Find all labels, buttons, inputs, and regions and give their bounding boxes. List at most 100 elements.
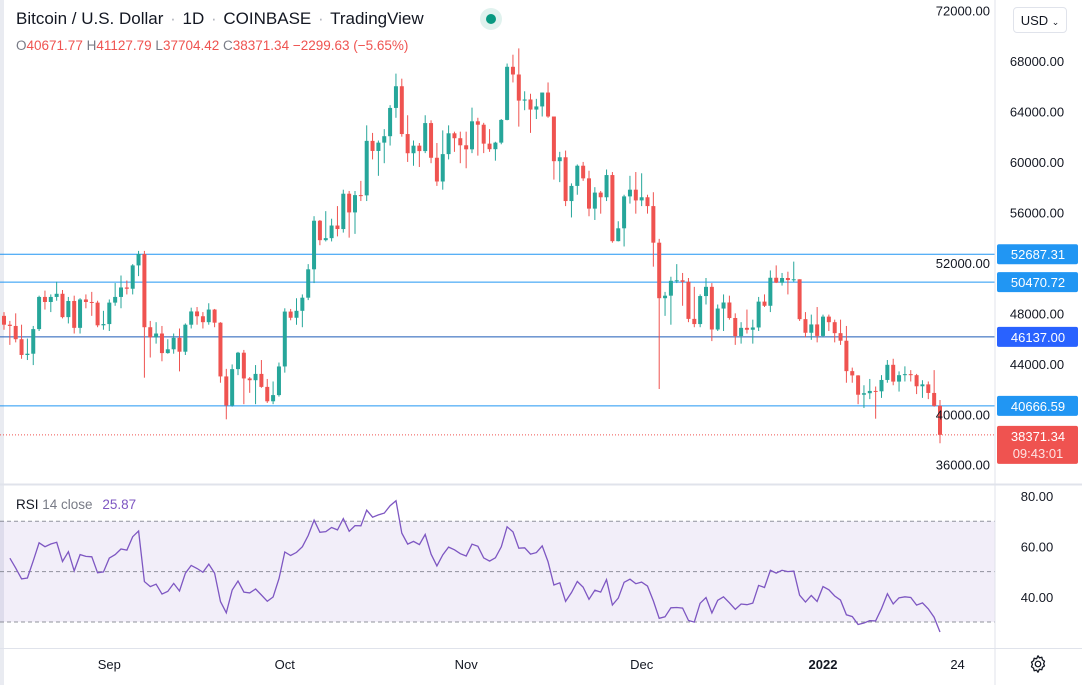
candle-body [37,296,42,330]
candle-body [7,324,12,326]
candle-body [288,311,293,318]
time-tick-label: Oct [275,657,296,672]
candle [867,378,872,400]
currency-select[interactable]: USD ⌄ [1013,7,1067,33]
candle [195,307,200,325]
candle [306,264,311,301]
candle-body [920,384,925,387]
candle [276,362,281,397]
gear-icon[interactable] [1027,653,1049,675]
price-labels: 52687.31 50470.72 46137.00 40666.59 38371.34… [997,244,1078,464]
hline-price-label: 46137.00 [1011,330,1065,345]
low-value: 37704.42 [162,38,220,53]
candle [446,125,451,160]
candle [37,295,42,332]
market-status-icon[interactable] [480,8,502,30]
horizontal-lines[interactable] [0,253,995,436]
candle-body [914,375,919,387]
rsi-legend[interactable]: RSI 14 close 25.87 [16,497,136,512]
candle [569,183,574,218]
candle [598,190,603,214]
candle [534,98,539,120]
candle-body [756,301,761,328]
candle-body [417,145,422,152]
candle [885,360,890,383]
time-tick-label: Dec [630,657,654,672]
candle [142,250,147,378]
candle-body [78,299,83,328]
candle [487,129,492,152]
candle [399,78,404,137]
candle-body [528,99,533,110]
chart-title[interactable]: Bitcoin / U.S. Dollar · 1D · COINBASE · … [16,9,424,29]
candle [551,116,556,180]
candle [183,323,188,355]
candle-body [680,280,685,282]
candle-body [382,136,387,143]
candle-body [335,225,340,230]
candle-body [54,293,59,297]
candle [522,91,527,111]
chevron-down-icon: ⌄ [1051,17,1060,27]
high-label: H [86,38,97,53]
candle-body [534,106,539,110]
candle [581,161,586,181]
candle-body [253,373,258,381]
candle [358,180,363,202]
candle-body [312,220,317,270]
candle [48,294,53,313]
candle-body [803,319,808,333]
candle-body [317,220,322,241]
candle [938,400,942,444]
candle-body [458,138,463,146]
candle-body [651,206,656,243]
candle-body [159,333,164,354]
candle-body [791,279,796,281]
candle-body [932,392,937,406]
candle [861,385,866,408]
time-axis[interactable]: Sep Oct Nov Dec 2022 24 [98,657,965,672]
candle-body [879,379,884,392]
candle [809,314,814,340]
candle [908,370,913,382]
candle-body [83,299,88,302]
candle [25,338,30,361]
candle [329,218,334,242]
candle-body [440,154,445,182]
candle [470,107,474,154]
candle-body [569,185,574,202]
candle-body [177,337,182,352]
symbol-name[interactable]: Bitcoin / U.S. Dollar [16,9,164,28]
candle-body [785,278,790,281]
candle [768,270,773,313]
candle [300,294,305,328]
candle [610,172,615,243]
candle-body [838,333,843,341]
candle [353,190,357,234]
rsi-tick-label: 40.00 [1021,590,1054,605]
candle-body [598,192,603,198]
price-axis[interactable]: 72000.00 68000.00 64000.00 60000.00 56000.00… [936,4,1064,473]
candle [546,82,551,118]
candle-body [464,145,469,150]
candle-body [271,395,276,402]
candle [230,364,235,407]
candle [844,325,849,383]
candle-body [744,327,749,330]
candle [464,131,469,169]
candle-body [189,311,194,325]
candle-body [101,324,106,326]
candle [241,349,246,405]
candle-body [411,145,416,154]
candle [709,283,714,342]
candle [113,283,118,306]
interval[interactable]: 1D [182,9,205,28]
hline-price-label: 50470.72 [1011,275,1065,290]
candle-body [370,140,375,151]
ohlc-legend: O40671.77 H41127.79 L37704.42 C38371.34 … [16,38,408,53]
candle-body [622,196,627,229]
rsi-axis[interactable]: 80.00 60.00 40.00 [1021,489,1054,605]
candle [505,63,510,121]
candle-body [844,340,849,372]
